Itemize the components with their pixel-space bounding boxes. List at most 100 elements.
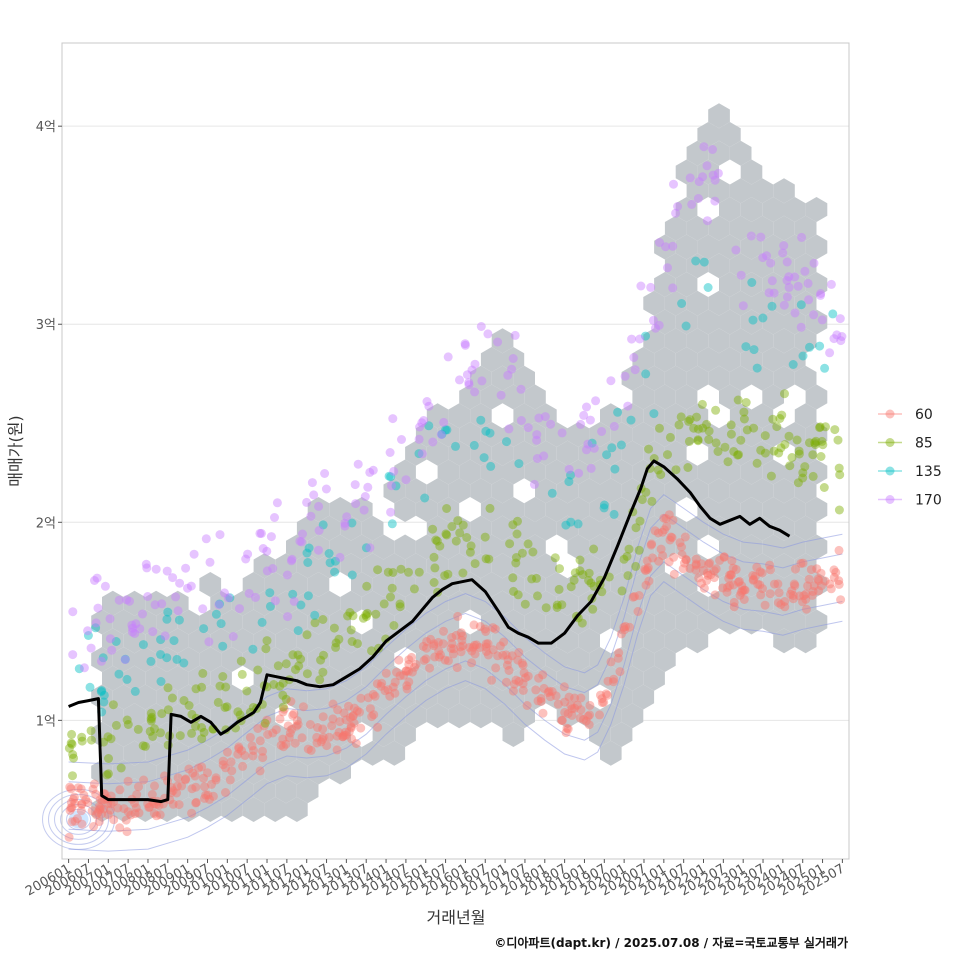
data-point-85	[163, 683, 173, 693]
data-point-170	[160, 631, 170, 641]
data-point-85	[146, 716, 156, 726]
data-point-60	[115, 823, 125, 833]
data-point-60	[449, 644, 459, 654]
data-point-85	[197, 734, 207, 744]
data-point-60	[584, 720, 594, 730]
data-point-60	[278, 734, 288, 744]
density-contour	[68, 581, 843, 852]
hexbin-cell	[751, 515, 774, 541]
data-point-60	[77, 819, 87, 829]
data-point-60	[709, 566, 719, 576]
data-point-60	[595, 710, 604, 720]
data-point-170	[417, 449, 427, 459]
data-point-135	[156, 650, 165, 659]
data-point-85	[784, 431, 794, 441]
hexbin-cell	[394, 497, 416, 522]
hexbin-cell	[729, 215, 752, 241]
data-point-85	[302, 630, 312, 640]
data-point-170	[68, 650, 78, 660]
data-point-85	[656, 470, 666, 480]
data-point-85	[641, 487, 651, 497]
data-point-85	[513, 516, 522, 526]
data-point-170	[826, 279, 836, 289]
data-point-85	[810, 438, 820, 448]
data-point-85	[811, 436, 821, 446]
data-point-85	[343, 611, 353, 621]
hexbin-cell	[524, 647, 546, 672]
data-point-60	[312, 738, 322, 748]
data-point-60	[173, 773, 183, 783]
data-point-85	[197, 682, 207, 692]
hexbin-cell	[632, 347, 655, 372]
hexbin-cell	[784, 534, 806, 560]
data-point-60	[722, 587, 732, 597]
data-point-60	[575, 713, 585, 723]
hexbin-cell	[708, 553, 730, 579]
hexbin-cell	[762, 309, 784, 335]
data-point-60	[369, 710, 379, 720]
data-point-60	[667, 533, 677, 543]
data-point-170	[436, 430, 446, 440]
data-point-60	[255, 736, 265, 746]
hexbin-cell	[729, 328, 752, 354]
data-point-170	[220, 588, 229, 598]
hexbin-cell	[340, 553, 362, 579]
hexbin-cell	[784, 497, 806, 522]
data-point-60	[814, 586, 824, 596]
data-point-60	[820, 576, 830, 586]
data-point-60	[70, 816, 80, 826]
hexbin-cell	[740, 159, 763, 185]
plot-border	[61, 42, 850, 860]
data-point-60	[481, 627, 491, 636]
hexbin-cell	[664, 253, 687, 279]
median-price-line	[68, 459, 791, 804]
hexbin-cell	[578, 703, 600, 729]
data-point-85	[777, 410, 787, 420]
data-point-60	[403, 666, 413, 676]
hexbin-cell	[643, 628, 665, 654]
hexbin-cell	[448, 703, 471, 729]
data-point-135	[573, 519, 583, 529]
hexbin-cell	[632, 647, 655, 672]
data-point-60	[344, 727, 354, 737]
data-point-85	[281, 694, 291, 704]
data-point-170	[661, 242, 671, 252]
hexbin-cell	[102, 590, 124, 616]
hexbin-cell	[643, 590, 665, 616]
data-point-60	[803, 581, 813, 591]
hexbin-cell	[664, 365, 687, 391]
data-point-60	[736, 587, 746, 597]
data-point-170	[583, 439, 593, 449]
data-point-60	[770, 579, 779, 589]
data-point-60	[491, 663, 501, 673]
data-point-60	[126, 810, 136, 820]
data-point-60	[760, 600, 770, 610]
y-tick-label: 1억	[36, 714, 56, 729]
data-point-170	[708, 145, 717, 154]
data-point-170	[782, 292, 792, 302]
data-point-60	[566, 701, 576, 711]
hexbin-cell	[773, 290, 795, 316]
data-point-85	[386, 592, 395, 602]
data-point-135	[99, 690, 109, 700]
data-point-170	[342, 512, 352, 522]
data-point-60	[814, 576, 824, 585]
data-point-170	[462, 370, 472, 380]
hexbin-cell	[567, 572, 590, 597]
hexbin-cell	[643, 290, 665, 316]
hexbin-cell	[805, 197, 828, 222]
data-point-60	[522, 701, 532, 710]
data-point-170	[175, 578, 185, 588]
hexbin-cell	[426, 665, 449, 691]
data-point-85	[830, 425, 840, 435]
hexbin-cell	[199, 684, 222, 710]
data-point-60	[664, 557, 674, 567]
hexbin-cell	[394, 609, 416, 635]
data-point-60	[640, 564, 650, 574]
data-point-85	[644, 444, 654, 454]
hexbin-cell	[535, 665, 557, 691]
data-point-60	[483, 650, 493, 660]
data-point-135	[767, 301, 777, 311]
hexbin-cell	[610, 684, 633, 710]
hexbin-cell	[231, 740, 254, 766]
